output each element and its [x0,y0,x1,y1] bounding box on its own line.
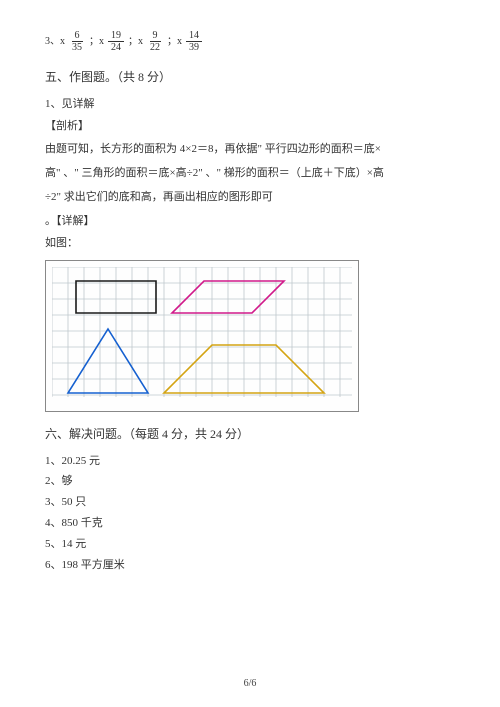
answer-1: 1、20.25 元 [45,452,455,472]
analysis-text-2: 高" 、" 三角形的面积＝底×高÷2" 、" 梯形的面积＝（上底＋下底）×高 [45,164,455,184]
fraction: 6 35 [69,30,85,53]
section-6-title: 六、解决问题。（每题 4 分，共 24 分） [45,424,455,446]
s5-line1: 1、见详解 [45,95,455,115]
page-footer: 6/6 [0,678,500,689]
answer-5: 5、14 元 [45,535,455,555]
shapes-diagram [52,267,352,397]
sep: ；x [89,33,104,51]
q3-prefix: 3、x [45,33,65,51]
analysis-text-1: 由题可知，长方形的面积为 4×2＝8，再依据" 平行四边形的面积＝底× [45,140,455,160]
fraction: 19 24 [108,30,124,53]
answer-3: 3、50 只 [45,493,455,513]
answer-4: 4、850 千克 [45,514,455,534]
figure-label: 如图： [45,234,455,254]
answer-2: 2、够 [45,472,455,492]
page-content: 3、x 6 35 ；x 19 24 ；x 9 22 ；x 14 39 五、作图题… [0,0,500,596]
detail-label: 。【详解】 [45,212,455,232]
analysis-label: 【剖析】 [45,117,455,137]
fraction: 9 22 [147,30,163,53]
sep: ；x [167,33,182,51]
section-6-answers: 1、20.25 元 2、够 3、50 只 4、850 千克 5、14 元 6、1… [45,452,455,576]
analysis-text-3: ÷2" 求出它们的底和高，再画出相应的图形即可 [45,188,455,208]
section-5-title: 五、作图题。（共 8 分） [45,67,455,89]
sep: ；x [128,33,143,51]
diagram-container [45,260,359,412]
fraction: 14 39 [186,30,202,53]
answer-6: 6、198 平方厘米 [45,556,455,576]
question-3-fractions: 3、x 6 35 ；x 19 24 ；x 9 22 ；x 14 39 [45,30,455,53]
